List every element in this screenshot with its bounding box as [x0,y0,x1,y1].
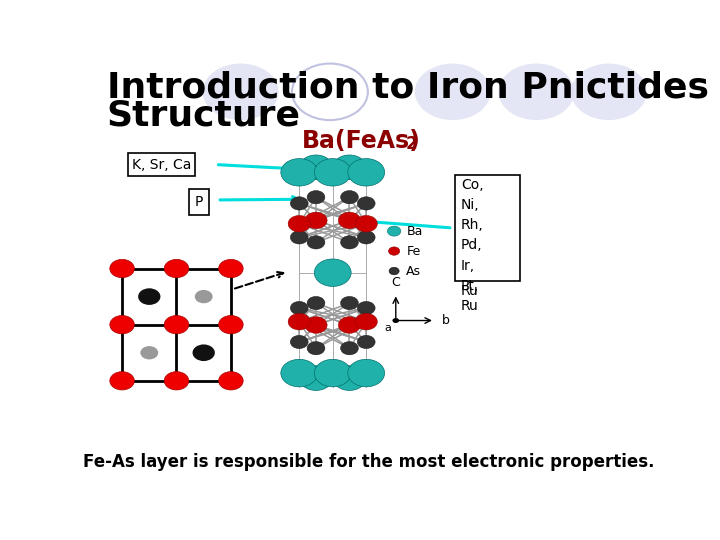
Circle shape [415,64,490,120]
Bar [456,175,520,281]
Circle shape [357,197,375,210]
Text: Fe: Fe [406,245,420,258]
Text: Structure: Structure [107,98,301,132]
Circle shape [571,64,647,120]
Circle shape [305,316,327,333]
Text: P: P [194,195,203,209]
Circle shape [338,212,361,229]
Circle shape [290,231,308,244]
Text: Introduction to Iron Pnictides – Crystal: Introduction to Iron Pnictides – Crystal [107,71,720,105]
Text: As: As [406,265,421,278]
Text: K, Sr, Ca: K, Sr, Ca [132,158,192,172]
Circle shape [355,313,377,330]
Circle shape [392,318,399,323]
Circle shape [315,159,351,186]
Circle shape [290,301,308,315]
Circle shape [281,359,318,387]
Circle shape [338,316,361,333]
Circle shape [341,296,359,310]
Circle shape [307,296,325,310]
Circle shape [110,372,135,390]
Circle shape [288,313,310,330]
Circle shape [357,301,375,315]
Circle shape [341,191,359,204]
Circle shape [333,155,366,180]
Circle shape [110,259,135,278]
Circle shape [315,259,351,286]
Circle shape [203,64,279,120]
Bar [122,268,231,381]
Circle shape [300,366,333,390]
Circle shape [138,288,161,305]
Circle shape [357,231,375,244]
Circle shape [333,366,366,390]
Circle shape [219,372,243,390]
Circle shape [341,235,359,249]
Circle shape [281,159,318,186]
Circle shape [389,267,399,275]
Text: b: b [441,314,449,327]
Circle shape [307,191,325,204]
Circle shape [288,215,310,232]
Circle shape [389,247,400,255]
Circle shape [110,315,135,334]
Text: Co,
Ni,
Rh,
Pd,
Ir,
Pt,
Ru: Co, Ni, Rh, Pd, Ir, Pt, Ru [461,178,484,313]
Text: 2: 2 [405,134,417,153]
Circle shape [164,315,189,334]
Text: C: C [392,276,400,289]
Text: a: a [384,322,392,333]
Circle shape [355,215,377,232]
Text: Fe-As layer is responsible for the most electronic properties.: Fe-As layer is responsible for the most … [84,453,654,471]
Text: Ba: Ba [406,225,423,238]
Circle shape [192,345,215,361]
Circle shape [290,335,308,349]
Circle shape [498,64,575,120]
Circle shape [315,359,351,387]
Circle shape [305,212,327,229]
Circle shape [290,197,308,210]
Circle shape [195,290,212,303]
Circle shape [219,315,243,334]
Circle shape [307,342,325,355]
Circle shape [140,346,158,360]
Circle shape [357,335,375,349]
Circle shape [164,372,189,390]
Circle shape [219,259,243,278]
Circle shape [387,226,401,236]
Text: Ru: Ru [461,285,479,298]
Circle shape [307,235,325,249]
Circle shape [348,159,384,186]
Circle shape [300,155,333,180]
Circle shape [164,259,189,278]
Circle shape [341,342,359,355]
Text: Ba(FeAs): Ba(FeAs) [302,129,421,153]
Circle shape [348,359,384,387]
